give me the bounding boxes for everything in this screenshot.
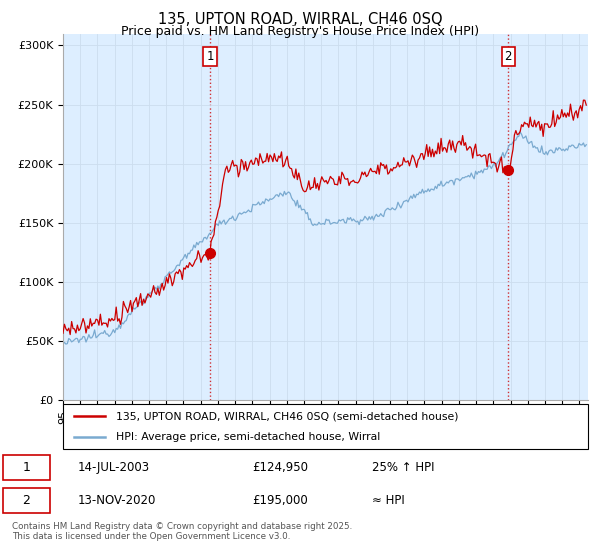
Text: 25% ↑ HPI: 25% ↑ HPI bbox=[372, 461, 434, 474]
Text: Price paid vs. HM Land Registry's House Price Index (HPI): Price paid vs. HM Land Registry's House … bbox=[121, 25, 479, 38]
Text: £195,000: £195,000 bbox=[252, 494, 308, 507]
Text: 1: 1 bbox=[22, 461, 31, 474]
Text: 135, UPTON ROAD, WIRRAL, CH46 0SQ (semi-detached house): 135, UPTON ROAD, WIRRAL, CH46 0SQ (semi-… bbox=[115, 412, 458, 422]
Text: £124,950: £124,950 bbox=[252, 461, 308, 474]
Text: 13-NOV-2020: 13-NOV-2020 bbox=[78, 494, 157, 507]
Text: ≈ HPI: ≈ HPI bbox=[372, 494, 405, 507]
Text: HPI: Average price, semi-detached house, Wirral: HPI: Average price, semi-detached house,… bbox=[115, 432, 380, 442]
Text: 14-JUL-2003: 14-JUL-2003 bbox=[78, 461, 150, 474]
Text: Contains HM Land Registry data © Crown copyright and database right 2025.
This d: Contains HM Land Registry data © Crown c… bbox=[12, 522, 352, 542]
FancyBboxPatch shape bbox=[63, 404, 588, 449]
FancyBboxPatch shape bbox=[3, 488, 50, 514]
Text: 135, UPTON ROAD, WIRRAL, CH46 0SQ: 135, UPTON ROAD, WIRRAL, CH46 0SQ bbox=[158, 12, 442, 27]
Text: 2: 2 bbox=[22, 494, 31, 507]
Text: 2: 2 bbox=[505, 50, 512, 63]
FancyBboxPatch shape bbox=[3, 455, 50, 480]
Text: 1: 1 bbox=[206, 50, 214, 63]
